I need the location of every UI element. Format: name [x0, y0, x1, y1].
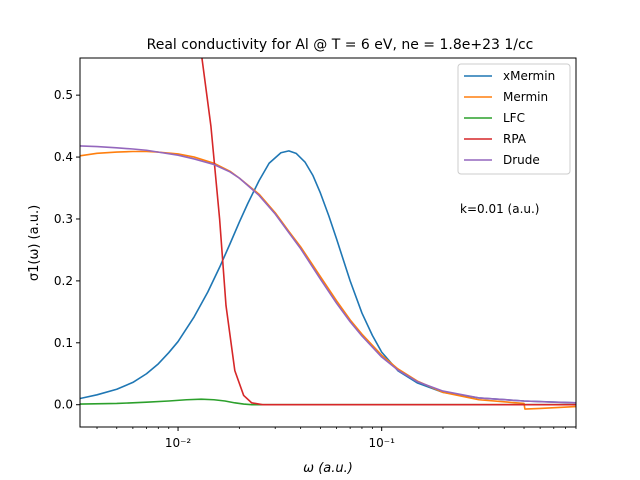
legend-label-xmermin: xMermin [503, 69, 555, 83]
y-tick-label: 0.4 [54, 150, 73, 164]
y-tick-label: 0.3 [54, 212, 73, 226]
y-tick-label: 0.0 [54, 398, 73, 412]
legend-label-rpa: RPA [503, 132, 527, 146]
legend-label-drude: Drude [503, 153, 540, 167]
y-axis-title: σ1(ω) (a.u.) [27, 205, 42, 281]
y-tick-label: 0.1 [54, 336, 73, 350]
legend-label-mermin: Mermin [503, 90, 548, 104]
series-layer [80, 58, 576, 410]
legend: xMermin Mermin LFC RPA Drude [457, 63, 571, 175]
plot-frame [79, 57, 577, 428]
legend-label-lfc: LFC [503, 111, 525, 125]
annotation-k: k=0.01 (a.u.) [460, 202, 540, 216]
y-tick-label: 0.2 [54, 274, 73, 288]
axis-ticks: 0.0 0.1 0.2 0.3 0.4 0.5 10⁻² 10⁻¹ [54, 88, 577, 450]
legend-box [457, 63, 571, 175]
x-tick-label: 10⁻¹ [368, 436, 395, 450]
chart-title: Real conductivity for Al @ T = 6 eV, ne … [147, 37, 534, 53]
x-axis-title: ω (a.u.) [303, 461, 353, 476]
y-tick-label: 0.5 [54, 88, 73, 102]
series-line-drude [80, 145, 576, 404]
series-line-rpa [201, 58, 576, 406]
x-tick-label: 10⁻² [165, 436, 192, 450]
